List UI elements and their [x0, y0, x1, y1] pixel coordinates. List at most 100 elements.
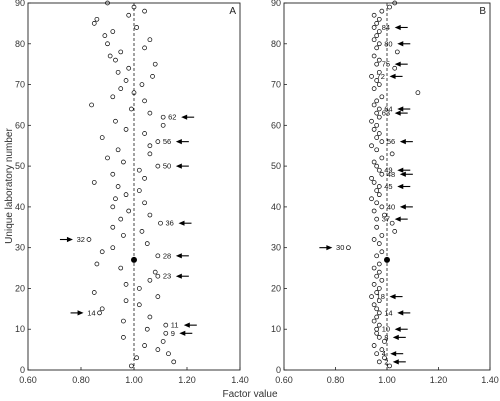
data-point: [115, 69, 121, 75]
point-label: 49: [384, 166, 392, 175]
point-label: 4: [382, 349, 386, 358]
point-label: 56: [387, 137, 395, 146]
data-point: [155, 253, 161, 259]
y-tick-label: 60: [15, 120, 25, 130]
data-point: [155, 273, 161, 279]
data-point: [376, 16, 382, 22]
y-tick-label: 20: [15, 283, 25, 293]
data-point: [136, 286, 142, 291]
data-point: [374, 290, 380, 295]
y-tick-label: 40: [15, 202, 25, 212]
data-point: [376, 286, 382, 291]
data-point: [123, 282, 129, 287]
data-point: [136, 302, 142, 308]
y-tick-label: 80: [15, 39, 25, 49]
data-point: [374, 273, 380, 279]
data-point: [371, 127, 377, 132]
label-arrow-head: [397, 183, 404, 190]
data-point: [144, 326, 150, 332]
data-point: [139, 82, 145, 87]
point-label: 32: [77, 235, 85, 244]
label-arrow-head: [389, 294, 396, 300]
data-point: [99, 306, 105, 312]
data-point: [123, 127, 129, 132]
data-point: [374, 110, 380, 116]
point-label: 18: [377, 292, 385, 301]
label-arrow-head: [175, 139, 182, 145]
data-point: [147, 143, 153, 149]
data-point: [374, 135, 380, 140]
data-point: [371, 302, 377, 308]
data-point: [374, 45, 380, 51]
data-point: [94, 261, 100, 267]
data-point: [121, 335, 126, 340]
label-arrow-head: [179, 330, 186, 336]
data-point: [371, 343, 377, 348]
reference-point: [384, 256, 390, 263]
data-point: [91, 21, 97, 26]
data-point: [91, 180, 97, 185]
data-point: [376, 241, 382, 246]
data-point: [376, 167, 382, 173]
label-arrow-head: [397, 167, 404, 173]
data-point: [374, 33, 380, 38]
y-tick-label: 30: [271, 243, 281, 253]
data-point: [369, 118, 374, 124]
data-point: [379, 204, 385, 210]
data-point: [131, 90, 137, 96]
data-point: [105, 41, 110, 47]
point-label: 56: [163, 137, 171, 146]
data-point: [379, 347, 385, 352]
data-point: [115, 147, 121, 153]
data-point: [387, 4, 392, 10]
label-arrow-head: [394, 110, 401, 116]
data-point: [376, 184, 382, 189]
label-arrow-head: [392, 359, 399, 365]
data-point: [379, 171, 385, 177]
panel-letter: B: [479, 6, 486, 17]
data-point: [374, 147, 380, 153]
data-point: [376, 114, 382, 120]
data-point: [152, 269, 158, 275]
label-arrow-head: [183, 322, 190, 328]
data-point: [371, 53, 377, 59]
data-point: [371, 208, 377, 214]
data-point: [376, 261, 382, 267]
data-point: [374, 314, 380, 320]
data-point: [382, 355, 387, 361]
label-arrow-head: [389, 73, 396, 79]
x-tick-label: 1.00: [125, 375, 143, 385]
data-point: [147, 212, 153, 218]
point-label: 40: [387, 202, 395, 211]
data-point: [376, 359, 382, 365]
y-tick-label: 10: [15, 324, 25, 334]
data-point: [89, 102, 94, 108]
data-point: [123, 298, 129, 304]
x-tick-label: 1.20: [430, 375, 448, 385]
point-label: 11: [171, 321, 179, 330]
data-point: [382, 212, 387, 218]
data-point: [376, 322, 382, 328]
data-point: [376, 106, 382, 112]
data-point: [346, 245, 351, 251]
data-point: [97, 310, 102, 316]
data-point: [142, 175, 147, 181]
reference-point: [131, 256, 137, 263]
label-arrow-head: [399, 171, 406, 177]
data-point: [126, 12, 132, 18]
data-point: [147, 37, 153, 43]
data-point: [105, 0, 110, 6]
data-point: [142, 45, 147, 51]
data-point: [86, 237, 92, 242]
label-arrow-head: [399, 139, 406, 145]
data-point: [374, 78, 380, 83]
data-point: [376, 298, 382, 304]
y-axis-title: Unique laboratory number: [4, 128, 15, 244]
y-tick-label: 10: [271, 324, 281, 334]
y-tick-label: 20: [271, 283, 281, 293]
data-point: [121, 318, 126, 324]
point-label: 14: [87, 308, 95, 317]
data-point: [158, 220, 163, 226]
data-point: [94, 16, 100, 22]
